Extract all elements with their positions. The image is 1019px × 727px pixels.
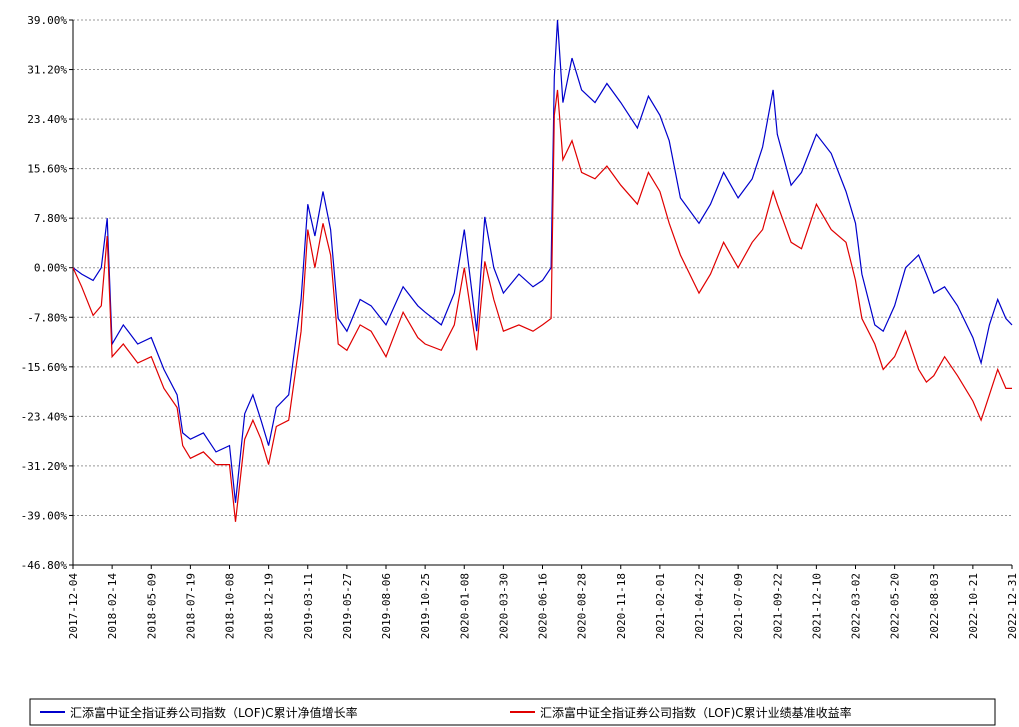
x-tick-label: 2022-05-20 [889, 573, 902, 639]
series-line [72, 19, 1013, 503]
legend-label: 汇添富中证全指证券公司指数（LOF)C累计业绩基准收益率 [540, 705, 852, 720]
y-tick-label: -31.20% [21, 460, 68, 473]
x-tick-label: 2021-09-22 [771, 573, 784, 639]
x-tick-label: 2022-03-02 [850, 573, 863, 639]
x-tick-label: 2020-01-08 [458, 573, 471, 639]
y-tick-label: 23.40% [27, 113, 67, 126]
y-tick-label: -46.80% [21, 559, 68, 572]
y-tick-label: 0.00% [34, 262, 67, 275]
x-tick-label: 2018-05-09 [145, 573, 158, 639]
x-tick-label: 2020-08-28 [576, 573, 589, 639]
x-tick-label: 2019-03-11 [302, 573, 315, 639]
x-tick-label: 2021-02-01 [654, 573, 667, 639]
legend-label: 汇添富中证全指证券公司指数（LOF)C累计净值增长率 [70, 705, 358, 720]
x-tick-label: 2019-05-27 [341, 573, 354, 639]
x-tick-label: 2022-12-31 [1006, 573, 1019, 639]
x-tick-label: 2019-08-06 [380, 573, 393, 639]
y-tick-label: -7.80% [27, 311, 67, 324]
y-tick-label: 7.80% [34, 212, 67, 225]
x-tick-label: 2022-08-03 [928, 573, 941, 639]
x-tick-label: 2020-03-30 [497, 573, 510, 639]
x-tick-label: 2018-07-19 [184, 573, 197, 639]
y-tick-label: 15.60% [27, 163, 67, 176]
x-tick-label: 2018-10-08 [224, 573, 237, 639]
y-tick-label: -15.60% [21, 361, 68, 374]
x-tick-label: 2021-07-09 [732, 573, 745, 639]
series-line [72, 89, 1012, 522]
x-tick-label: 2021-12-10 [810, 573, 823, 639]
x-tick-label: 2020-11-18 [615, 573, 628, 639]
x-tick-label: 2018-02-14 [106, 573, 119, 640]
x-tick-label: 2020-06-16 [537, 573, 550, 639]
x-tick-label: 2018-12-19 [263, 573, 276, 639]
y-tick-label: 39.00% [27, 14, 67, 27]
y-tick-label: 31.20% [27, 64, 67, 77]
y-tick-label: -23.40% [21, 410, 68, 423]
x-tick-label: 2022-10-21 [967, 573, 980, 639]
x-tick-label: 2017-12-04 [67, 573, 80, 640]
x-tick-label: 2019-10-25 [419, 573, 432, 639]
y-tick-label: -39.00% [21, 509, 68, 522]
x-tick-label: 2021-04-22 [693, 573, 706, 639]
